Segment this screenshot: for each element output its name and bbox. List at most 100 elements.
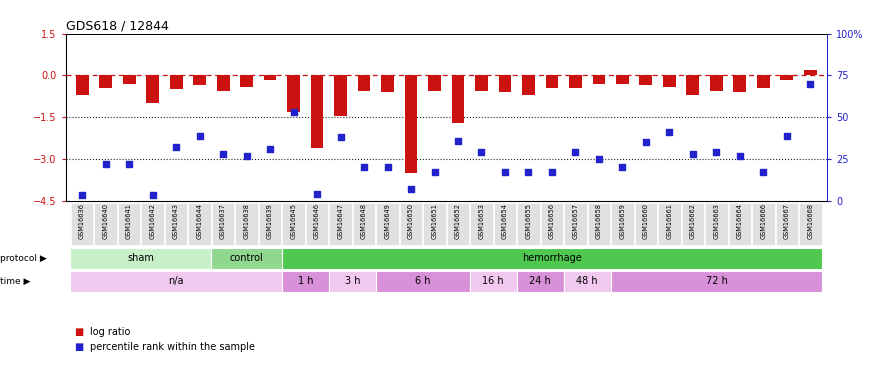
Point [145,192,159,198]
Bar [545,75,558,88]
Point [75,192,89,198]
Point [522,169,536,175]
FancyBboxPatch shape [211,248,282,269]
FancyBboxPatch shape [235,202,258,245]
FancyBboxPatch shape [447,202,469,245]
Text: ■: ■ [74,327,84,337]
Text: percentile rank within the sample: percentile rank within the sample [90,342,256,352]
Text: 1 h: 1 h [298,276,313,286]
Text: ■: ■ [74,342,84,352]
Bar [358,75,370,91]
Point [803,81,817,87]
Text: GSM16645: GSM16645 [290,204,297,240]
FancyBboxPatch shape [376,202,399,245]
FancyBboxPatch shape [212,202,235,245]
Point [639,139,653,145]
Point [192,133,206,139]
FancyBboxPatch shape [634,202,657,245]
FancyBboxPatch shape [493,202,516,245]
Point [710,149,724,155]
Text: GSM16663: GSM16663 [713,204,719,239]
FancyBboxPatch shape [564,271,611,292]
Text: GSM16668: GSM16668 [808,204,814,240]
Point [310,191,324,197]
Point [498,169,512,175]
Text: 24 h: 24 h [529,276,551,286]
Text: GSM16639: GSM16639 [267,204,273,239]
FancyBboxPatch shape [705,202,728,245]
FancyBboxPatch shape [729,202,752,245]
Text: GDS618 / 12844: GDS618 / 12844 [66,20,169,33]
Text: GSM16660: GSM16660 [643,204,649,240]
FancyBboxPatch shape [564,202,587,245]
Point [333,134,347,140]
Point [662,129,676,135]
Bar [522,75,535,95]
Text: GSM16636: GSM16636 [79,204,85,239]
Bar [757,75,770,88]
Bar [687,75,699,95]
Text: GSM16654: GSM16654 [502,204,508,240]
Bar [616,75,629,84]
FancyBboxPatch shape [329,202,352,245]
Text: control: control [229,253,263,263]
Bar [311,75,324,148]
Text: GSM16656: GSM16656 [549,204,555,240]
Text: GSM16644: GSM16644 [197,204,202,240]
Point [381,164,395,170]
Text: GSM16661: GSM16661 [667,204,673,239]
Point [263,146,277,152]
Bar [217,75,229,91]
Bar [475,75,488,91]
Point [169,144,183,150]
Bar [592,75,605,84]
Text: GSM16664: GSM16664 [737,204,743,240]
FancyBboxPatch shape [283,202,304,245]
FancyBboxPatch shape [541,202,564,245]
FancyBboxPatch shape [282,248,822,269]
Text: sham: sham [128,253,154,263]
FancyBboxPatch shape [282,271,329,292]
FancyBboxPatch shape [329,271,375,292]
Text: GSM16646: GSM16646 [314,204,320,240]
FancyBboxPatch shape [353,202,375,245]
Bar [452,75,465,123]
Point [592,156,606,162]
FancyBboxPatch shape [470,271,517,292]
Text: GSM16640: GSM16640 [102,204,108,240]
Bar [804,70,817,75]
Bar [663,75,676,87]
Bar [640,75,653,85]
Text: GSM16662: GSM16662 [690,204,696,240]
FancyBboxPatch shape [752,202,774,245]
FancyBboxPatch shape [305,202,328,245]
FancyBboxPatch shape [70,248,211,269]
Text: GSM16659: GSM16659 [620,204,626,239]
FancyBboxPatch shape [799,202,822,245]
Text: time ▶: time ▶ [0,277,31,286]
Point [780,133,794,139]
FancyBboxPatch shape [71,202,94,245]
Bar [381,75,394,92]
Bar [710,75,723,91]
FancyBboxPatch shape [611,271,822,292]
FancyBboxPatch shape [259,202,282,245]
Point [545,169,559,175]
FancyBboxPatch shape [517,271,564,292]
Bar [780,75,794,80]
Bar [287,75,300,112]
FancyBboxPatch shape [588,202,610,245]
Point [123,161,136,167]
FancyBboxPatch shape [400,202,423,245]
FancyBboxPatch shape [682,202,704,245]
Bar [263,75,276,80]
FancyBboxPatch shape [375,271,470,292]
Point [99,161,113,167]
Text: GSM16641: GSM16641 [126,204,132,239]
Point [216,151,230,157]
FancyBboxPatch shape [70,271,282,292]
FancyBboxPatch shape [775,202,798,245]
Point [240,153,254,159]
FancyBboxPatch shape [94,202,117,245]
FancyBboxPatch shape [424,202,445,245]
